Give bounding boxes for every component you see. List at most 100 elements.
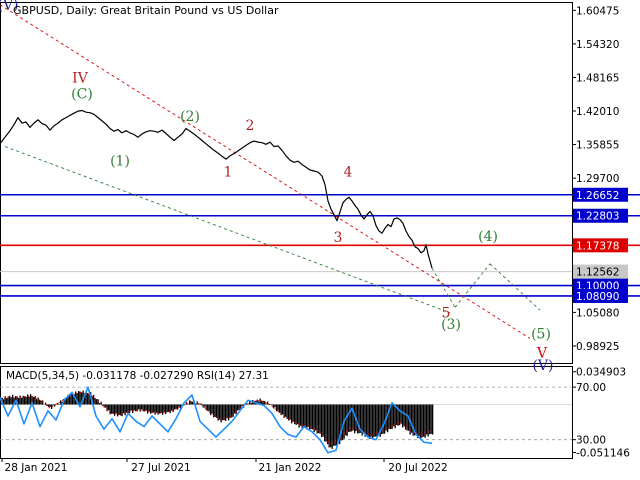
macd-bar — [418, 404, 420, 437]
wave-label: (1) — [110, 154, 130, 170]
macd-bar — [96, 399, 98, 405]
macd-bar — [135, 404, 137, 412]
macd-bar — [201, 403, 203, 405]
macd-bar — [412, 404, 414, 436]
trend-line — [4, 146, 451, 314]
trend-line — [489, 263, 541, 311]
macd-bar — [118, 404, 120, 415]
macd-bar — [130, 404, 132, 411]
macd-bar — [333, 404, 335, 446]
macd-bar — [277, 404, 279, 411]
macd-bar — [315, 404, 317, 431]
macd-bar — [70, 393, 72, 405]
macd-bar — [292, 404, 294, 422]
macd-bar — [163, 404, 165, 412]
macd-bar — [58, 403, 60, 405]
macd-bar — [291, 404, 293, 424]
macd-bar — [33, 397, 35, 405]
ind-y-tick-label: -0.051146 — [576, 448, 630, 460]
macd-bar — [342, 404, 344, 441]
macd-bar — [232, 404, 234, 417]
macd-bar — [36, 399, 38, 405]
macd-bar — [298, 404, 300, 428]
macd-bar — [10, 397, 12, 405]
y-tick-label: 1.42010 — [576, 106, 619, 118]
macd-bar — [21, 398, 23, 405]
macd-bar — [229, 404, 231, 418]
macd-bar — [9, 395, 11, 405]
macd-bar — [210, 404, 212, 416]
price-badge — [573, 238, 628, 253]
macd-bar — [379, 404, 381, 437]
macd-bar — [45, 402, 47, 405]
macd-bar — [103, 404, 105, 407]
macd-bar — [334, 404, 336, 446]
macd-bar — [150, 404, 152, 414]
macd-bar — [198, 403, 200, 405]
macd-bar — [220, 404, 222, 423]
wave-label: IV — [72, 71, 89, 87]
macd-bar — [394, 404, 396, 429]
macd-bar — [189, 400, 191, 405]
indicator-panel-frame — [0, 366, 573, 459]
macd-bar — [319, 404, 321, 434]
macd-bar — [310, 404, 312, 430]
macd-bar — [159, 404, 161, 414]
macd-bar — [351, 404, 353, 432]
macd-bar — [225, 404, 227, 421]
macd-bar — [72, 393, 74, 405]
macd-bar — [361, 404, 363, 436]
macd-bar — [67, 394, 69, 405]
macd-bar — [274, 404, 276, 408]
macd-bar — [388, 404, 390, 429]
macd-bar — [391, 404, 393, 429]
macd-bar — [340, 404, 342, 441]
macd-bar — [318, 404, 320, 434]
wave-label: (4) — [478, 229, 498, 245]
macd-bar — [93, 394, 95, 405]
macd-bar — [106, 404, 108, 412]
macd-bar — [49, 404, 51, 407]
macd-bar — [331, 404, 333, 449]
price-series — [0, 109, 433, 269]
macd-bar — [4, 396, 6, 405]
wave-label: 3 — [334, 230, 343, 246]
macd-bar — [184, 404, 186, 406]
macd-bar — [376, 404, 378, 438]
macd-bar — [81, 392, 83, 405]
macd-bar — [195, 403, 197, 405]
macd-bar — [144, 404, 146, 412]
macd-bar — [147, 404, 149, 414]
macd-bar — [327, 404, 329, 445]
macd-bar — [168, 404, 170, 412]
macd-bar — [51, 404, 53, 409]
macd-bar — [358, 404, 360, 434]
macd-bar — [16, 396, 18, 405]
wave-label: 1 — [224, 165, 233, 181]
macd-bar — [295, 404, 297, 425]
wave-label: (C) — [71, 87, 93, 103]
macd-bar — [85, 391, 87, 405]
macd-bar — [105, 404, 107, 408]
macd-bar — [87, 393, 89, 405]
macd-bar — [400, 404, 402, 424]
price-badge — [573, 208, 628, 223]
macd-bar — [271, 404, 273, 406]
wave-label: (V) — [532, 358, 553, 374]
macd-bar — [421, 404, 423, 438]
macd-bar — [324, 404, 326, 442]
macd-bar — [238, 404, 240, 411]
macd-bar — [171, 404, 173, 411]
macd-bar — [39, 399, 41, 405]
macd-bar — [241, 404, 243, 407]
macd-bar — [369, 404, 371, 440]
macd-bar — [321, 404, 323, 438]
macd-bar — [373, 404, 375, 437]
macd-bar — [367, 404, 369, 437]
chart-title: GBPUSD, Daily: Great Britain Pound vs US… — [13, 4, 279, 17]
macd-bar — [357, 404, 359, 434]
macd-bar — [132, 404, 134, 413]
macd-bar — [121, 404, 123, 417]
y-tick-label: 1.48165 — [576, 72, 619, 84]
macd-bar — [27, 394, 29, 405]
